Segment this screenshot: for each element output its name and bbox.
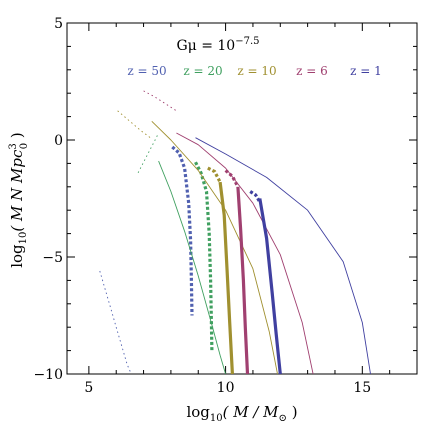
x-tick-label: 5 [84,380,93,396]
x-tick-label: 15 [353,380,371,396]
series-line [207,166,222,183]
series-line [194,161,214,351]
legend-label: z = 50 [127,64,166,78]
plot-frame [66,22,418,375]
x-axis-label: log10( M / M⊙ ) [186,403,297,424]
axis-ticks: 5 10 15 −10 −5 0 5 [33,16,418,396]
series-line [117,110,153,140]
series-line [151,120,278,374]
legend-label: z = 20 [183,64,222,78]
legend-label: z = 10 [237,64,276,78]
series-line [158,160,227,374]
y-tick-label: 5 [54,16,63,32]
y-tick-label: 0 [54,133,63,149]
chart-title: Gμ = 10−7.5 [176,36,259,54]
legend-label: z = 6 [296,64,328,78]
series-line [143,90,177,112]
y-tick-label: −10 [33,367,63,383]
curves [99,90,371,374]
series-line [224,169,240,188]
series-line [195,137,371,374]
series-line [137,132,160,174]
series-line [171,145,194,316]
series-line [236,186,250,374]
series-line [249,190,262,203]
legend: z = 50 z = 20 z = 10 z = 6 z = 1 [127,64,381,78]
series-line [258,198,282,374]
y-tick-label: −5 [42,250,63,266]
series-line [176,132,314,374]
series-line [99,270,132,374]
series-line [218,181,234,374]
y-axis-label: log10( M N Mpc30 ) [8,132,30,268]
x-tick-label: 10 [217,380,235,396]
legend-label: z = 1 [350,64,382,78]
